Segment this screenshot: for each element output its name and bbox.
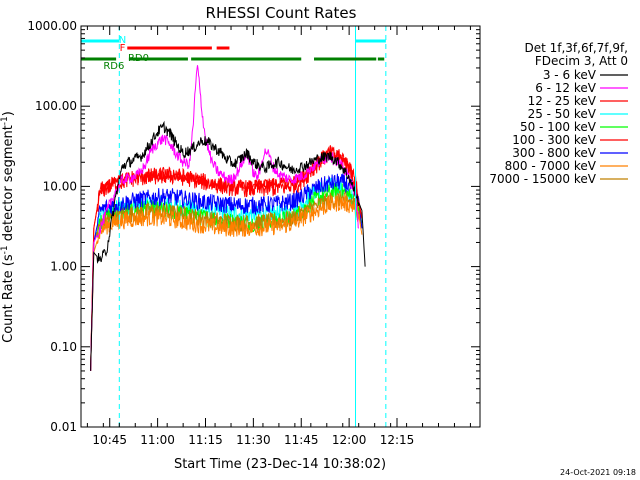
series-line-0 xyxy=(90,120,366,371)
legend-label-4: 50 - 100 keV xyxy=(520,120,597,134)
legend-label-0: 3 - 6 keV xyxy=(543,68,597,82)
x-tick-label: 12:15 xyxy=(380,433,415,447)
legend-label-8: 7000 - 15000 keV xyxy=(489,172,596,186)
plot-frame xyxy=(80,25,481,428)
x-tick-label: 11:15 xyxy=(188,433,223,447)
legend-label-1: 6 - 12 keV xyxy=(535,81,597,95)
y-axis-label: Count Rate (s-1 detector segment-1) xyxy=(0,111,16,343)
x-tick-label: 10:45 xyxy=(92,433,127,447)
data-traces xyxy=(90,65,366,371)
footer-timestamp: 24-Oct-2021 09:18 xyxy=(560,468,636,477)
legend-label-6: 300 - 800 keV xyxy=(512,146,596,160)
legend-label-5: 100 - 300 keV xyxy=(512,133,596,147)
y-label-part-3: ) xyxy=(1,111,16,116)
y-label-sup-2: -1 xyxy=(0,116,10,125)
x-tick-label: 11:30 xyxy=(236,433,271,447)
legend-header-2: FDecim 3, Att 0 xyxy=(535,54,628,68)
y-tick-label: 10.00 xyxy=(43,179,77,193)
y-label-sup-1: -1 xyxy=(0,245,10,254)
y-tick-label: 100.00 xyxy=(35,99,77,113)
legend-label-2: 12 - 25 keV xyxy=(528,94,597,108)
legend: Det 1f,3f,6f,7f,9f, FDecim 3, Att 0 3 - … xyxy=(489,41,628,186)
legend-header-1: Det 1f,3f,6f,7f,9f, xyxy=(524,41,628,55)
flag-label: N xyxy=(119,35,126,46)
y-tick-label: 0.10 xyxy=(50,340,77,354)
x-tick-label: 11:00 xyxy=(140,433,175,447)
y-axis: 1000.00 100.00 10.00 1.00 0.10 0.01 xyxy=(27,19,480,434)
chart-title: RHESSI Count Rates xyxy=(206,4,357,22)
flag-label: F xyxy=(120,43,126,54)
series-line-6 xyxy=(90,173,363,371)
y-label-part-2: detector segment xyxy=(1,125,16,245)
flag-label: RD6 xyxy=(103,61,124,72)
legend-label-7: 800 - 7000 keV xyxy=(505,159,597,173)
series-line-7 xyxy=(90,194,363,371)
y-tick-label: 0.01 xyxy=(50,420,77,434)
x-tick-label: 12:00 xyxy=(332,433,367,447)
x-axis-label: Start Time (23-Dec-14 10:38:02) xyxy=(174,457,386,472)
flag-label: RD0 xyxy=(128,53,149,64)
y-label-part-1: Count Rate (s xyxy=(1,254,16,343)
y-tick-label: 1.00 xyxy=(50,260,77,274)
x-axis: 10:45 11:00 11:15 11:30 11:45 12:00 12:15 xyxy=(86,26,471,447)
y-tick-label: 1000.00 xyxy=(27,19,77,33)
legend-label-3: 25 - 50 keV xyxy=(528,107,597,121)
x-tick-label: 11:45 xyxy=(284,433,319,447)
